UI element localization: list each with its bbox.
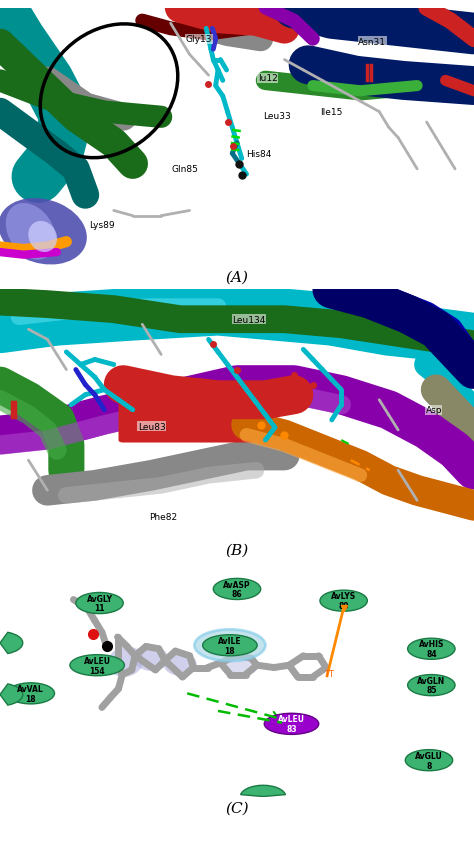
Ellipse shape (264, 713, 319, 734)
Text: TT: TT (325, 669, 334, 678)
Text: Lys89: Lys89 (89, 221, 115, 230)
Wedge shape (0, 632, 23, 653)
Text: Asp: Asp (426, 406, 442, 415)
FancyBboxPatch shape (118, 383, 270, 443)
Text: Leu134: Leu134 (232, 315, 265, 325)
Ellipse shape (408, 638, 455, 659)
Ellipse shape (6, 204, 56, 260)
Text: AvLYS
89: AvLYS 89 (331, 591, 356, 610)
Text: AvHIS
84: AvHIS 84 (419, 640, 444, 659)
Ellipse shape (213, 579, 261, 600)
Ellipse shape (405, 750, 453, 771)
Text: His84: His84 (246, 150, 271, 158)
Ellipse shape (7, 683, 55, 704)
Text: Ile15: Ile15 (320, 108, 343, 117)
Ellipse shape (320, 590, 367, 612)
Text: AvASP
86: AvASP 86 (223, 580, 251, 599)
Text: Gly13: Gly13 (186, 35, 212, 44)
Ellipse shape (194, 630, 265, 661)
Text: Phe82: Phe82 (149, 513, 178, 521)
Ellipse shape (220, 653, 258, 677)
Ellipse shape (28, 222, 57, 253)
Text: AvLEU
154: AvLEU 154 (84, 656, 110, 675)
Ellipse shape (164, 653, 197, 676)
Text: AvGLY
11: AvGLY 11 (87, 594, 112, 613)
Text: Gln85: Gln85 (172, 165, 198, 174)
Ellipse shape (408, 675, 455, 696)
Text: Asn31: Asn31 (358, 37, 386, 47)
Text: AvVAL
18: AvVAL 18 (18, 684, 44, 703)
Ellipse shape (70, 655, 124, 676)
Ellipse shape (0, 199, 87, 265)
Wedge shape (241, 786, 285, 797)
Bar (133, 9, 474, 268)
Text: (B): (B) (225, 544, 249, 557)
Ellipse shape (133, 646, 169, 671)
Text: lu12: lu12 (258, 74, 278, 83)
Text: AvLEU
83: AvLEU 83 (278, 715, 305, 734)
Text: Leu83: Leu83 (138, 422, 165, 431)
Text: (A): (A) (226, 271, 248, 285)
Text: AvILE
18: AvILE 18 (218, 636, 242, 655)
Text: (C): (C) (225, 801, 249, 815)
Ellipse shape (76, 593, 123, 613)
Text: Leu33: Leu33 (264, 112, 291, 121)
Ellipse shape (108, 647, 144, 677)
Ellipse shape (202, 635, 257, 656)
Text: AvGLU
8: AvGLU 8 (415, 751, 443, 769)
Text: AvGLN
85: AvGLN 85 (417, 676, 446, 694)
Wedge shape (0, 684, 23, 705)
